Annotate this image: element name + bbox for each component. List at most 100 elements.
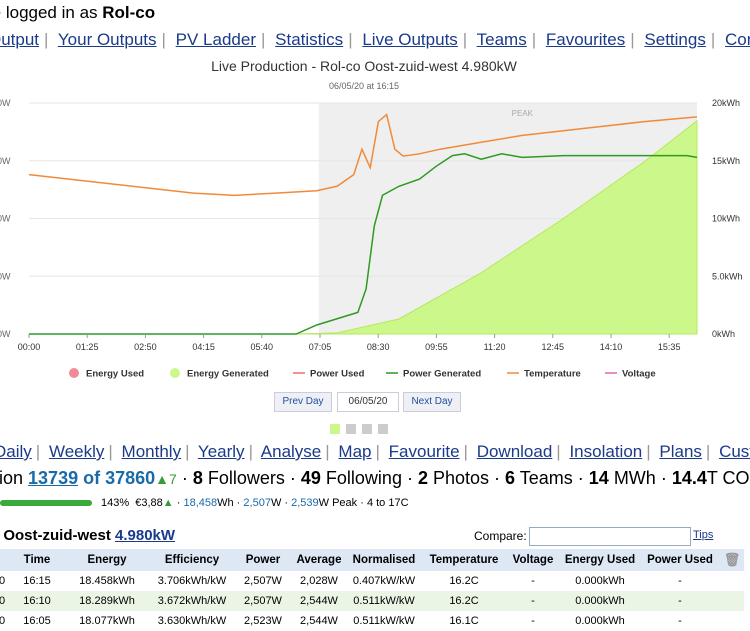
nav-output[interactable]: Output [0, 30, 40, 49]
x-tick-label: 12:45 [542, 342, 565, 352]
chart-series [28, 113, 698, 335]
subnav-download[interactable]: Download [476, 442, 553, 461]
compare-input[interactable] [529, 527, 691, 546]
stats-line: ration 13739 of 37860▲7 · 8 Followers · … [0, 468, 750, 489]
table-cell: 0 [0, 615, 6, 627]
energy-value: 18,458 [183, 497, 218, 509]
chart-legend: Energy Used Energy Generated Power Used Pow… [69, 368, 656, 380]
y-right-tick-label: 0kWh [712, 329, 735, 339]
y-right-tick-label: 20kWh [712, 98, 740, 108]
y-left-tick-label: 0W [0, 214, 11, 224]
rank-link[interactable]: 13739 [28, 468, 79, 488]
y-left-tick-label: 0W [0, 156, 11, 166]
subnav-custom[interactable]: Custo [719, 442, 750, 461]
x-axis: 00:00 01:25 02:50 04:15 05:40 07:05 08:30 09:55… [18, 334, 680, 352]
power-value: 2,507 [243, 497, 271, 509]
energy-unit: Wh [217, 497, 234, 509]
user-name: Rol-co [102, 3, 156, 22]
col-power: Power [234, 549, 292, 571]
subnav-insolation[interactable]: Insolation [569, 442, 643, 461]
sub-nav: Daily | Weekly | Monthly | Yearly | Analyse |… [0, 442, 750, 462]
tips-link[interactable]: Tips [693, 529, 714, 541]
nav-settings[interactable]: Settings [644, 30, 706, 49]
subnav-analyse[interactable]: Analyse [260, 442, 322, 461]
table-cell: 2,028W [300, 575, 338, 587]
subnav-favourite[interactable]: Favourite [388, 442, 460, 461]
table-cell: 2,507W [234, 591, 292, 611]
subnav-plans[interactable]: Plans [659, 442, 702, 461]
y-left-tick-label: 0W [0, 271, 11, 281]
subnav-weekly[interactable]: Weekly [48, 442, 105, 461]
main-nav: Output| Your Outputs| PV Ladder| Statist… [0, 30, 750, 50]
col-average: Average [292, 549, 346, 571]
y-left-tick-label: 0W [0, 329, 11, 339]
x-tick-label: 14:10 [600, 342, 623, 352]
col-index [0, 549, 10, 571]
nav-teams[interactable]: Teams [476, 30, 527, 49]
live-production-chart: Live Production - Rol-co Oost-zuid-west … [0, 58, 743, 380]
next-day-button[interactable]: Next Day [403, 392, 461, 412]
subnav-yearly[interactable]: Yearly [197, 442, 245, 461]
col-energy: Energy [64, 549, 150, 571]
trash-icon[interactable]: 🗑 [723, 552, 741, 567]
legend-label: Energy Generated [187, 369, 269, 380]
progress-percent: 143% [101, 497, 130, 509]
legend-label: Power Generated [403, 369, 481, 380]
y-right-tick-label: 5.0kWh [712, 271, 743, 281]
table-cell: 16.2C [422, 591, 506, 611]
delete-header[interactable]: 🗑 [720, 549, 744, 571]
system-name: o Oost-zuid-west [0, 527, 111, 544]
energy-generated-area [296, 119, 698, 335]
nav-favourites[interactable]: Favourites [545, 30, 626, 49]
table-cell: 16:10 [10, 591, 64, 611]
date-button[interactable]: 06/05/20 [337, 392, 399, 412]
power-unit: W [270, 497, 282, 509]
nav-pv-ladder[interactable]: PV Ladder [175, 30, 256, 49]
following-count: 49 [300, 468, 321, 488]
photos-label[interactable]: Photos [433, 468, 490, 488]
legend-label: Energy Used [86, 369, 144, 380]
x-tick-label: 02:50 [134, 342, 157, 352]
col-power-used: Power Used [640, 549, 720, 571]
table-row: 0 16:05 18.077kWh 3.630kWh/kW 2,523W 2,544W 0.… [0, 611, 744, 631]
table-cell: 0.000kWh [575, 615, 625, 627]
table-cell: 0 [0, 575, 6, 587]
progress-line: 143% €3,88▲ · 18,458Wh · 2,507W · 2,539W… [0, 497, 409, 509]
following-label[interactable]: Following [325, 468, 402, 488]
table-cell: - [678, 575, 682, 587]
nav-your-outputs[interactable]: Your Outputs [57, 30, 157, 49]
peak-unit: W Peak [318, 497, 358, 509]
dot[interactable] [346, 424, 356, 434]
table-cell: 3.706kWh/kW [157, 575, 227, 587]
teams-label[interactable]: Teams [519, 468, 573, 488]
system-size-link[interactable]: 4.980kW [115, 527, 176, 544]
legend-label: Voltage [622, 369, 656, 380]
nav-statistics[interactable]: Statistics [275, 30, 344, 49]
col-voltage: Voltage [506, 549, 560, 571]
nav-community[interactable]: Commu [725, 30, 750, 49]
prev-day-button[interactable]: Prev Day [274, 392, 332, 412]
table-cell: - [531, 575, 535, 587]
subnav-daily[interactable]: Daily [0, 442, 32, 461]
y-right-tick-label: 10kWh [712, 214, 740, 224]
table-cell: 0.511kW/kW [353, 615, 415, 627]
table-cell: 16.1C [449, 615, 479, 627]
x-tick-label: 11:20 [484, 342, 506, 352]
table-cell: 3.672kWh/kW [150, 591, 234, 611]
dot-active[interactable] [330, 424, 340, 434]
co2-label: T CO [706, 468, 750, 488]
temp-range: 4 to 17C [366, 497, 409, 509]
followers-label[interactable]: Followers [207, 468, 285, 488]
subnav-monthly[interactable]: Monthly [121, 442, 182, 461]
subnav-map[interactable]: Map [338, 442, 372, 461]
table-cell: - [640, 591, 720, 611]
legend-label: Power Used [310, 369, 365, 380]
compare-label: Compare: [474, 529, 527, 543]
peak-label: PEAK [512, 109, 534, 118]
table-cell: 0.000kWh [560, 591, 640, 611]
nav-live-outputs[interactable]: Live Outputs [362, 30, 458, 49]
table-cell: 2,507W [244, 575, 282, 587]
dot[interactable] [362, 424, 372, 434]
dot[interactable] [378, 424, 388, 434]
logged-in-text: re logged in as Rol-co [0, 3, 155, 23]
